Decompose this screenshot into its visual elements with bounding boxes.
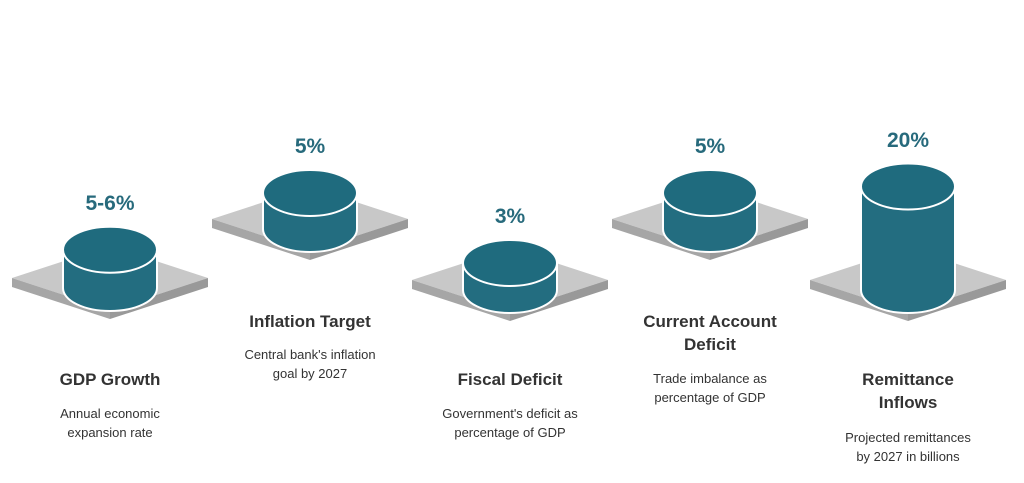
column-4 — [612, 169, 808, 260]
value-label-4: 5% — [694, 135, 726, 158]
bar-4 — [662, 169, 758, 253]
category-label-4: Current Account Deficit — [643, 312, 777, 354]
column-5 — [810, 162, 1006, 321]
category-description-3: Government's deficit as percentage of GDP — [442, 406, 578, 440]
value-label-5: 20% — [886, 128, 930, 152]
category-label-1: GDP Growth — [59, 370, 161, 389]
category-description-2: Central bank's inflation goal by 2027 — [244, 347, 376, 381]
value-label-3: 3% — [494, 205, 526, 228]
column-2 — [212, 169, 408, 260]
value-label-2: 5% — [294, 135, 326, 158]
bar-1 — [62, 225, 158, 312]
bar-2 — [262, 169, 358, 253]
bar-5 — [860, 162, 956, 314]
category-label-5: Remittance Inflows — [862, 370, 954, 412]
category-description-4: Trade imbalance as percentage of GDP — [653, 371, 767, 405]
category-description-5: Projected remittances by 2027 in billions — [845, 430, 971, 464]
category-label-2: Inflation Target — [249, 312, 371, 331]
category-label-3: Fiscal Deficit — [457, 370, 563, 389]
column-3 — [412, 239, 608, 321]
bar-3 — [462, 239, 558, 314]
column-1 — [12, 225, 208, 319]
category-description-1: Annual economic expansion rate — [60, 406, 160, 440]
value-label-1: 5-6% — [85, 191, 135, 215]
